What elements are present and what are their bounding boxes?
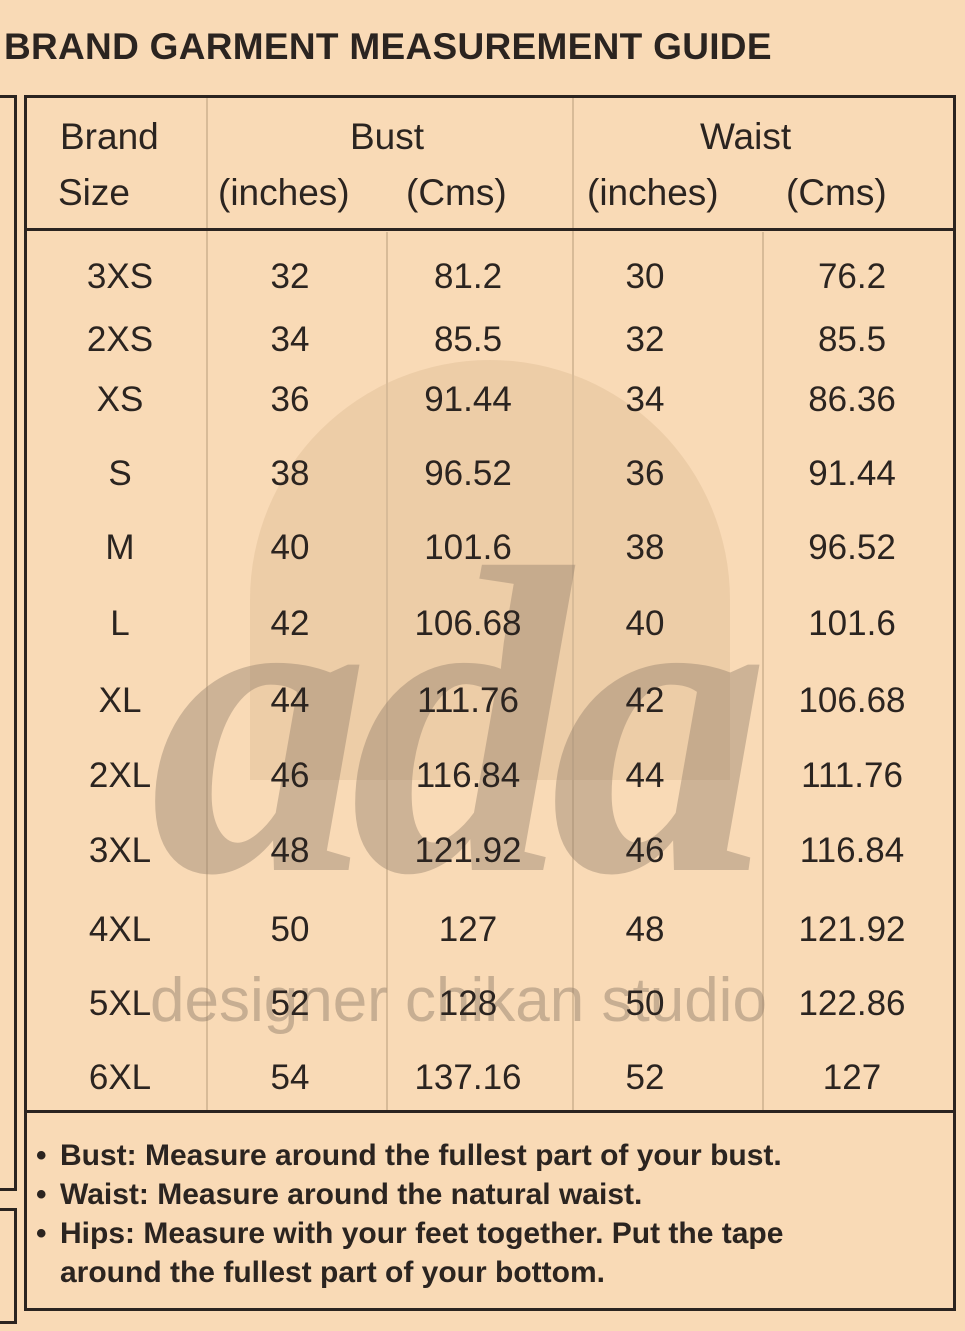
side-box — [0, 1208, 17, 1324]
measure-cell: 34 — [625, 380, 665, 419]
measure-cell: 32 — [625, 320, 665, 359]
measure-cell: 127 — [822, 1058, 882, 1097]
measure-cell: 122.86 — [798, 984, 906, 1023]
measure-cell: 121.92 — [798, 910, 906, 949]
measure-cell: 44 — [625, 756, 665, 795]
column-divider — [386, 232, 388, 1112]
measure-cell: 76.2 — [817, 257, 887, 296]
measure-cell: 46 — [270, 756, 310, 795]
header-size: Size — [58, 172, 130, 213]
measure-cell: 85.5 — [433, 320, 503, 359]
measure-cell: 52 — [270, 984, 310, 1023]
size-cell: 6XL — [88, 1058, 152, 1097]
measure-cell: 96.52 — [424, 454, 512, 493]
header-brand: Brand — [60, 116, 159, 157]
measure-cell: 116.84 — [799, 831, 905, 870]
measure-cell: 81.2 — [433, 257, 503, 296]
measure-cell: 40 — [270, 528, 310, 567]
measure-cell: 91.44 — [808, 454, 896, 493]
side-box — [0, 95, 17, 1191]
header-unit: (Cms) — [786, 172, 887, 213]
measure-cell: 44 — [270, 681, 310, 720]
column-divider — [762, 232, 764, 1112]
size-cell: 4XL — [88, 910, 152, 949]
measure-cell: 42 — [270, 604, 310, 643]
note: Waist: Measure around the natural waist. — [36, 1175, 956, 1214]
measure-cell: 38 — [270, 454, 310, 493]
measure-cell: 34 — [270, 320, 310, 359]
header-rule — [27, 228, 953, 231]
measure-cell: 111.76 — [417, 681, 519, 720]
note: Bust: Measure around the fullest part of… — [36, 1136, 956, 1175]
size-cell: 2XS — [86, 320, 154, 359]
measure-cell: 101.6 — [424, 528, 512, 567]
size-cell: S — [108, 454, 132, 493]
measure-cell: 30 — [625, 257, 665, 296]
measure-cell: 127 — [438, 910, 498, 949]
measure-cell: 48 — [625, 910, 665, 949]
header-unit: (inches) — [587, 172, 719, 213]
measure-cell: 50 — [625, 984, 665, 1023]
measure-cell: 38 — [625, 528, 665, 567]
watermark-logo: ada — [150, 479, 770, 966]
measure-cell: 91.44 — [424, 380, 512, 419]
header-waist: Waist — [700, 116, 792, 157]
measure-cell: 128 — [438, 984, 498, 1023]
measure-cell: 36 — [625, 454, 665, 493]
size-cell: L — [110, 604, 130, 643]
size-cell: XS — [96, 380, 144, 419]
table-frame — [24, 95, 956, 1311]
measure-cell: 106.68 — [414, 604, 522, 643]
column-divider — [572, 98, 574, 1112]
measure-cell: 106.68 — [798, 681, 906, 720]
measure-cell: 50 — [270, 910, 310, 949]
measure-cell: 54 — [270, 1058, 310, 1097]
measure-cell: 116.84 — [415, 756, 521, 795]
header-bust: Bust — [350, 116, 425, 157]
measure-cell: 40 — [625, 604, 665, 643]
size-cell: 5XL — [88, 984, 152, 1023]
measure-cell: 36 — [270, 380, 310, 419]
measure-cell: 101.6 — [808, 604, 896, 643]
measure-cell: 137.16 — [414, 1058, 522, 1097]
measure-cell: 121.92 — [414, 831, 522, 870]
title: BRAND GARMENT MEASUREMENT GUIDE — [4, 26, 772, 67]
watermark-arch — [250, 360, 730, 780]
measure-cell: 46 — [625, 831, 665, 870]
size-cell: XL — [98, 681, 142, 720]
watermark-tagline: designer chikan studio — [150, 966, 767, 1035]
measure-cell: 85.5 — [817, 320, 887, 359]
measure-cell: 32 — [270, 257, 310, 296]
header-unit: (Cms) — [406, 172, 507, 213]
size-cell: M — [105, 528, 135, 567]
header-unit: (inches) — [218, 172, 350, 213]
measure-cell: 96.52 — [808, 528, 896, 567]
measure-cell: 86.36 — [808, 380, 896, 419]
measure-cell: 111.76 — [801, 756, 903, 795]
column-divider — [206, 98, 208, 1112]
size-cell: 2XL — [88, 756, 152, 795]
size-cell: 3XL — [88, 831, 152, 870]
note: Hips: Measure with your feet together. P… — [36, 1214, 886, 1292]
measure-cell: 42 — [625, 681, 665, 720]
body-rule — [27, 1110, 953, 1113]
size-cell: 3XS — [86, 257, 154, 296]
measure-cell: 48 — [270, 831, 310, 870]
measure-cell: 52 — [625, 1058, 665, 1097]
